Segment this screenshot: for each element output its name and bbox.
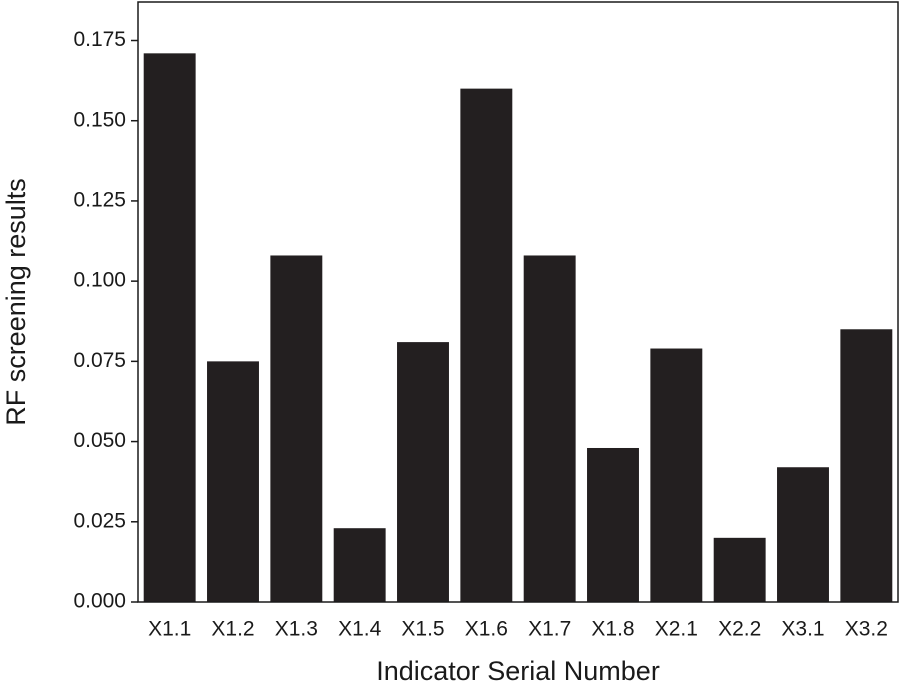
x-tick-label: X1.2 xyxy=(211,618,254,641)
x-tick-label: X1.7 xyxy=(528,618,571,641)
plot-frame xyxy=(137,1,899,603)
y-tick-label: 0.125 xyxy=(73,188,126,211)
x-tick-label: X1.4 xyxy=(338,618,382,641)
x-tick-label: X2.1 xyxy=(655,618,698,641)
y-tick-label: 0.000 xyxy=(73,590,126,613)
bar xyxy=(587,447,639,602)
bar xyxy=(460,88,513,602)
x-tick-label: X1.3 xyxy=(275,618,318,641)
bar xyxy=(207,361,259,602)
y-tick-label: 0.025 xyxy=(73,509,126,532)
x-axis-label: Indicator Serial Number xyxy=(376,656,660,686)
x-tick-label: X2.2 xyxy=(718,618,761,641)
y-tick-label: 0.050 xyxy=(73,429,126,452)
bar xyxy=(397,342,449,602)
bar xyxy=(523,255,576,602)
x-tick-label: X1.6 xyxy=(465,618,508,641)
y-tick-label: 0.075 xyxy=(73,349,126,372)
bar xyxy=(840,329,893,602)
x-tick-label: X3.2 xyxy=(845,618,888,641)
x-tick-label: X3.1 xyxy=(781,618,824,641)
bar xyxy=(143,53,196,602)
bar xyxy=(777,467,829,602)
y-tick-label: 0.100 xyxy=(73,269,126,292)
x-tick-label: X1.5 xyxy=(401,618,444,641)
bar xyxy=(713,537,766,602)
bar xyxy=(333,528,386,602)
y-tick-label: 0.175 xyxy=(73,28,126,51)
x-tick-label: X1.8 xyxy=(591,618,634,641)
bar xyxy=(270,255,323,602)
y-axis-label: RF screening results xyxy=(1,178,31,426)
x-tick-label: X1.1 xyxy=(148,618,191,641)
y-tick-label: 0.150 xyxy=(73,108,126,131)
bar xyxy=(650,348,703,602)
